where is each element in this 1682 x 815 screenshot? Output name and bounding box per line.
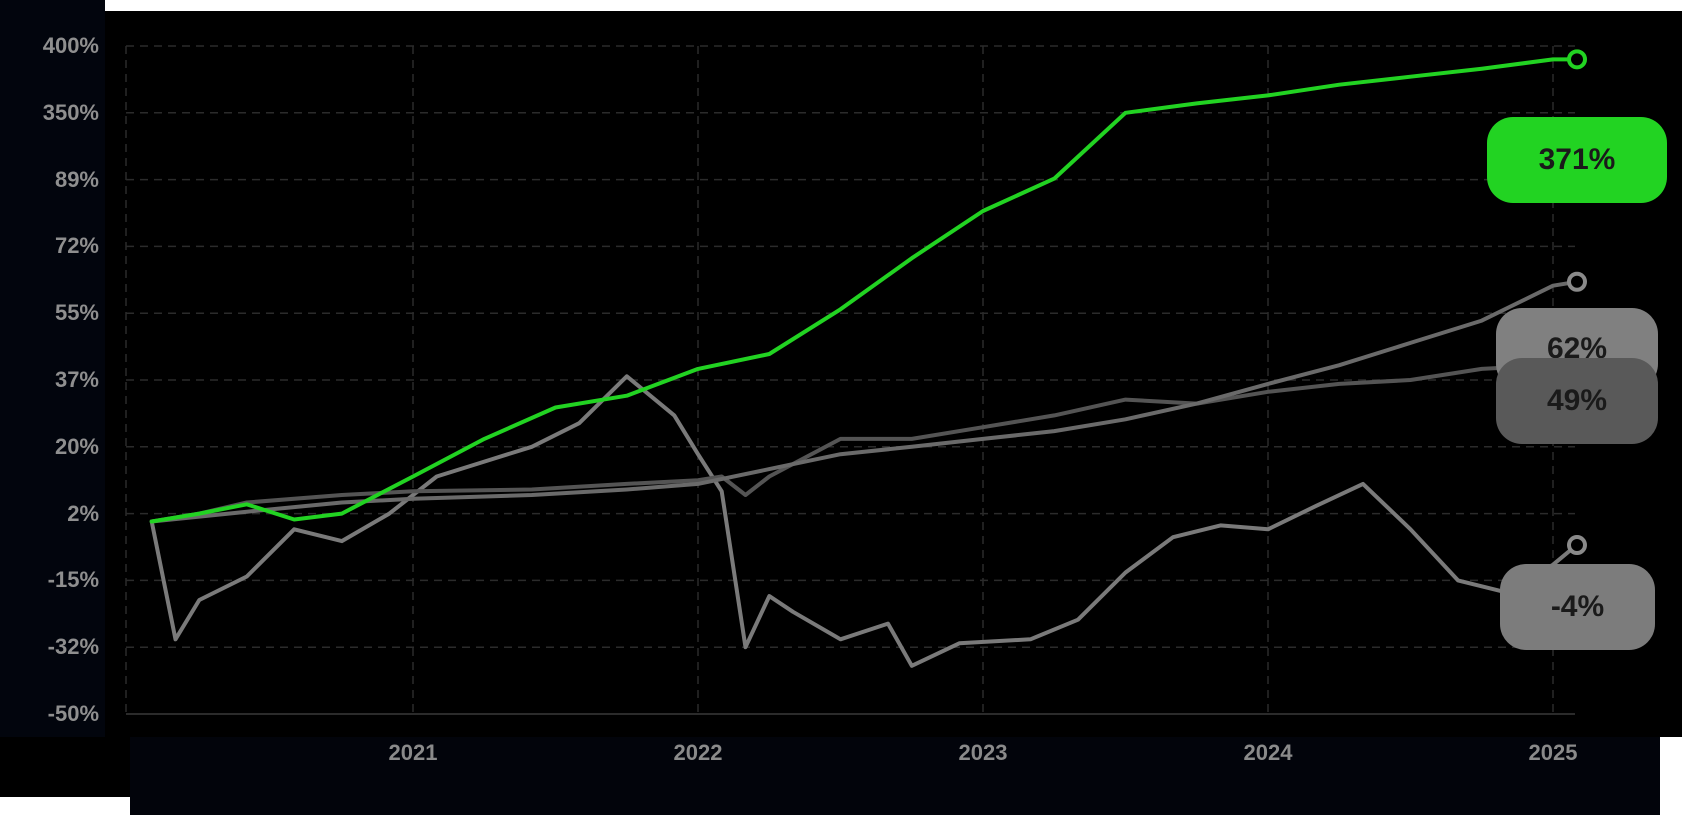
y-tick-label: 2%: [67, 500, 99, 526]
y-tick-label: 37%: [54, 367, 99, 392]
y-tick-label: -32%: [47, 634, 99, 660]
bottom-axis-panel: [130, 737, 1660, 815]
series-end-badge: 49%: [1496, 358, 1658, 444]
x-tick-label: 2021: [388, 740, 438, 765]
series-line: [149, 374, 1579, 668]
y-tick-label: -50%: [47, 701, 99, 726]
y-tick-label: 55%: [54, 300, 99, 326]
series-end-badge: -4%: [1500, 564, 1655, 650]
y-tick-label: 20%: [54, 433, 99, 459]
bottom-left-corner: [0, 737, 130, 797]
series-end-marker: [1567, 535, 1587, 556]
x-tick-label: 2023: [958, 740, 1008, 765]
left-axis-panel: [0, 11, 105, 739]
plot-background: [105, 11, 1682, 737]
x-tick-label: 2025: [1528, 740, 1578, 765]
grid: [125, 45, 1575, 715]
y-tick-label: 350%: [42, 99, 99, 125]
y-tick-label: 400%: [42, 33, 99, 58]
y-tick-label: 72%: [54, 233, 99, 259]
x-tick-label: 2024: [1243, 740, 1293, 765]
series-line: [149, 359, 1579, 524]
series-end-badge: 371%: [1487, 117, 1667, 203]
y-tick-label: -15%: [47, 567, 99, 593]
series-line: [149, 279, 1579, 524]
x-tick-label: 2022: [673, 740, 723, 765]
series-end-marker: [1567, 49, 1587, 70]
y-tick-label: 89%: [54, 166, 99, 192]
top-left-margin: [0, 0, 105, 11]
series-end-marker: [1567, 271, 1587, 292]
series-line: [149, 57, 1579, 524]
